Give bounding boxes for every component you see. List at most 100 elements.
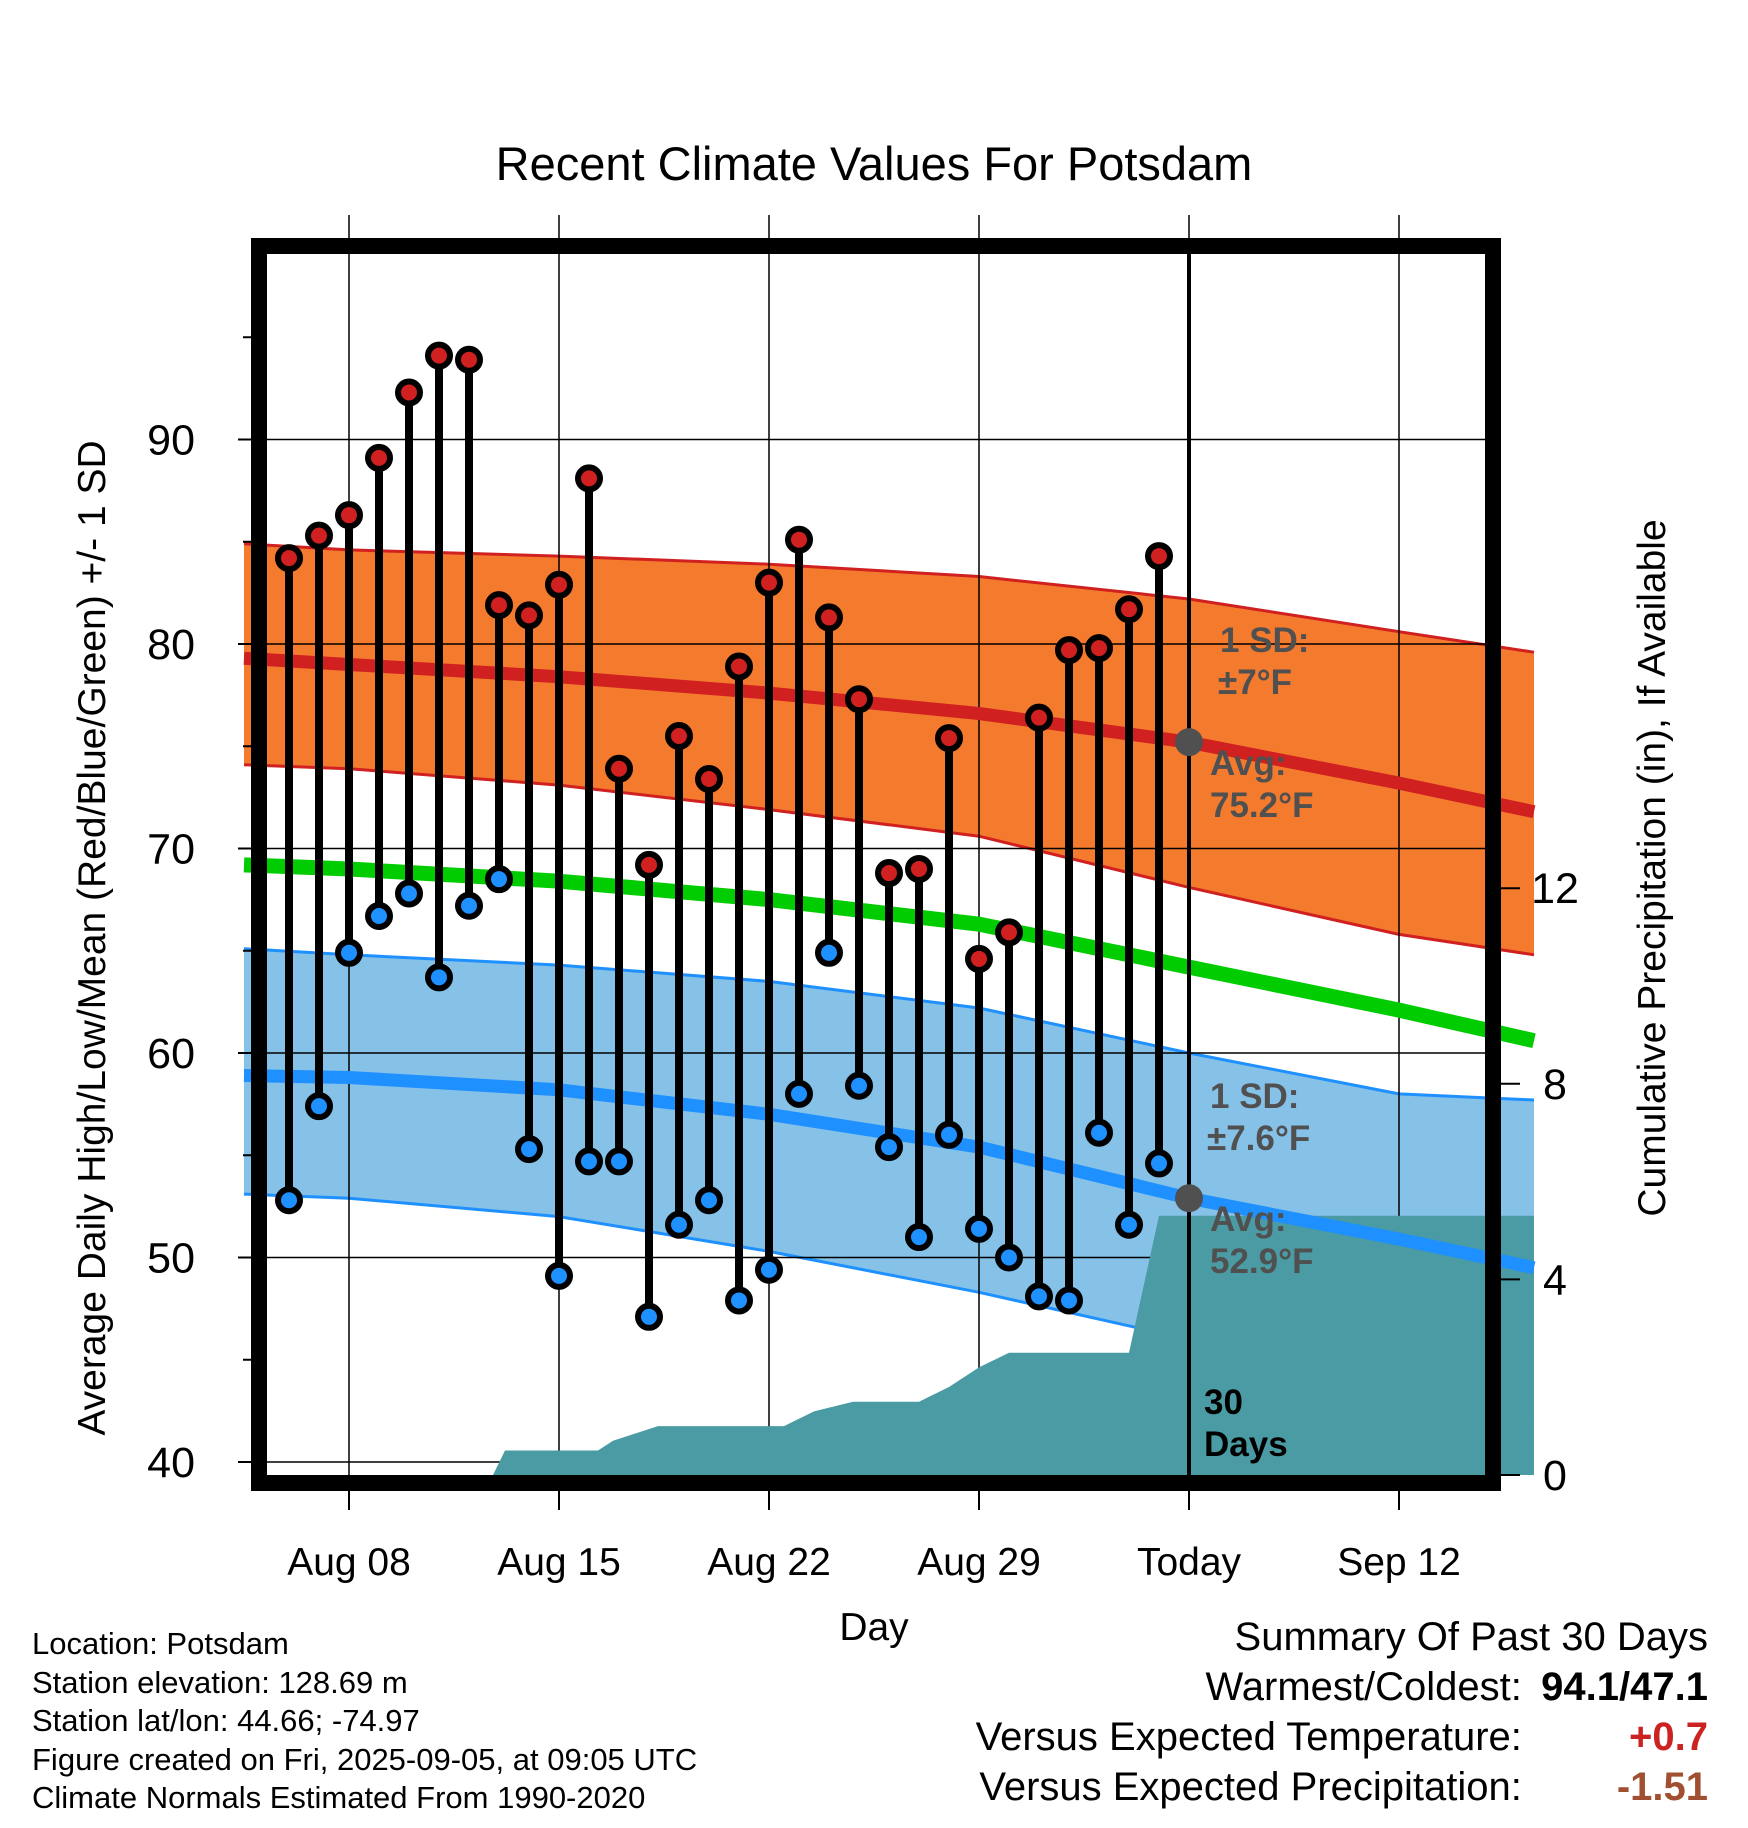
x-axis-label: Day xyxy=(839,1606,909,1649)
high-band-upper-edge xyxy=(243,542,1535,654)
y2-tick-label: 12 xyxy=(1531,865,1579,913)
y-tick-label: 90 xyxy=(147,417,195,465)
latlon-text: Station lat/lon: 44.66; -74.97 xyxy=(32,1703,420,1738)
daily-high-point xyxy=(1025,703,1053,732)
high-band-lower-edge xyxy=(243,763,1535,957)
today-high-avg-marker xyxy=(1175,728,1203,757)
daily-high-point xyxy=(485,591,513,620)
daily-high-point xyxy=(515,601,543,630)
high-sd-value: ±7°F xyxy=(1218,663,1292,702)
daily-low-point xyxy=(1145,1149,1173,1178)
daily-low-point xyxy=(275,1186,303,1215)
daily-low-point xyxy=(365,901,393,930)
low-band-upper-edge xyxy=(243,947,1535,1102)
y-tick-label: 80 xyxy=(147,621,195,669)
daily-high-point xyxy=(1055,636,1083,665)
daily-low-point xyxy=(935,1120,963,1149)
daily-high-point xyxy=(785,525,813,554)
daily-low-point xyxy=(755,1255,783,1284)
daily-high-point xyxy=(1145,542,1173,571)
daily-low-point xyxy=(635,1302,663,1331)
y-tick-label: 60 xyxy=(147,1030,195,1078)
low-normal-line xyxy=(243,1069,1536,1275)
summary-panel: Summary Of Past 30 Days Warmest/Coldest:… xyxy=(976,1612,1708,1812)
high-normal-line xyxy=(243,651,1536,819)
daily-low-point xyxy=(1115,1210,1143,1239)
normal-lines xyxy=(243,651,1536,1275)
daily-low-point xyxy=(305,1092,333,1121)
today-markers xyxy=(1175,254,1203,1475)
x-axis-ticks: Aug 08 Aug 15 Aug 22 Aug 29 Today Sep 12 xyxy=(287,1491,1461,1584)
high-sd-band xyxy=(244,543,1534,955)
y2-axis-ticks: 0 4 8 12 xyxy=(1501,865,1579,1500)
daily-high-point xyxy=(1115,595,1143,624)
plot-area xyxy=(243,215,1536,1475)
summary-warmest-row: Warmest/Coldest: 94.1/47.1 xyxy=(976,1662,1709,1712)
daily-low-point xyxy=(605,1147,633,1176)
daily-high-point xyxy=(335,501,363,530)
elevation-text: Station elevation: 128.69 m xyxy=(32,1664,408,1700)
low-avg-label: Avg: xyxy=(1210,1200,1286,1239)
daily-low-point xyxy=(545,1261,573,1290)
daily-points xyxy=(275,341,1173,1331)
daily-high-point xyxy=(695,764,723,793)
x-tick-label: Sep 12 xyxy=(1337,1541,1461,1584)
daily-high-point xyxy=(575,464,603,493)
plot-frame xyxy=(251,238,1501,1491)
y-tick-label: 50 xyxy=(147,1235,195,1283)
precipitation-area xyxy=(454,1215,1534,1475)
daily-high-point xyxy=(875,859,903,888)
summary-precip-row: Versus Expected Precipitation: -1.51 xyxy=(976,1762,1708,1812)
daily-low-point xyxy=(515,1135,543,1164)
cumulative-precip-area xyxy=(454,1215,1534,1475)
daily-low-point xyxy=(905,1223,933,1252)
normals-text: Climate Normals Estimated From 1990-2020 xyxy=(32,1780,646,1815)
high-sd-label: 1 SD: xyxy=(1220,621,1309,660)
temp-value: +0.7 xyxy=(1629,1715,1708,1759)
daily-low-point xyxy=(1085,1118,1113,1147)
y-tick-label: 70 xyxy=(147,826,195,874)
daily-high-point xyxy=(845,685,873,714)
daily-high-point xyxy=(755,568,783,597)
warmest-value: 94.1/47.1 xyxy=(1541,1665,1708,1709)
daily-low-point xyxy=(665,1210,693,1239)
daily-high-point xyxy=(665,722,693,751)
precip-value: -1.51 xyxy=(1616,1765,1708,1809)
y2-tick-label: 8 xyxy=(1543,1061,1567,1109)
x-tick-label: Aug 08 xyxy=(287,1541,411,1584)
daily-high-point xyxy=(275,544,303,573)
daily-high-point xyxy=(965,944,993,973)
chart-title: Recent Climate Values For Potsdam xyxy=(496,137,1253,190)
daily-high-point xyxy=(395,378,423,407)
period-number: 30 xyxy=(1204,1383,1243,1422)
summary-title: Summary Of Past 30 Days xyxy=(1234,1615,1708,1659)
daily-low-point xyxy=(335,938,363,967)
daily-low-point xyxy=(695,1186,723,1215)
daily-high-point xyxy=(635,850,663,879)
daily-low-point xyxy=(845,1071,873,1100)
daily-low-point xyxy=(1025,1282,1053,1311)
low-sd-label: 1 SD: xyxy=(1210,1077,1299,1116)
daily-low-point xyxy=(995,1243,1023,1272)
station-info: Location: Potsdam Station elevation: 128… xyxy=(32,1625,697,1818)
daily-low-point xyxy=(1055,1286,1083,1315)
summary-temp-row: Versus Expected Temperature: +0.7 xyxy=(976,1712,1708,1762)
daily-low-point xyxy=(395,879,423,908)
y-tick-label: 40 xyxy=(147,1439,195,1487)
y2-axis-label: Cumulative Precipitation (in), If Availa… xyxy=(1631,519,1674,1216)
daily-high-point xyxy=(815,603,843,632)
y-axis-label: Average Daily High/Low/Mean (Red/Blue/Gr… xyxy=(71,440,114,1435)
daily-low-point xyxy=(455,891,483,920)
low-sd-value: ±7.6°F xyxy=(1207,1119,1310,1158)
y2-tick-label: 4 xyxy=(1543,1256,1567,1304)
daily-range-bars xyxy=(285,355,1163,1317)
created-text: Figure created on Fri, 2025-09-05, at 09… xyxy=(32,1741,698,1777)
today-low-avg-marker xyxy=(1175,1184,1203,1213)
daily-low-point xyxy=(425,963,453,992)
daily-low-point xyxy=(815,938,843,967)
daily-low-point xyxy=(575,1147,603,1176)
x-tick-label: Aug 29 xyxy=(917,1541,1041,1584)
warmest-label: Warmest/Coldest: xyxy=(1205,1665,1522,1709)
location-text: Location: Potsdam xyxy=(32,1626,289,1661)
x-tick-label: Aug 22 xyxy=(707,1541,831,1584)
